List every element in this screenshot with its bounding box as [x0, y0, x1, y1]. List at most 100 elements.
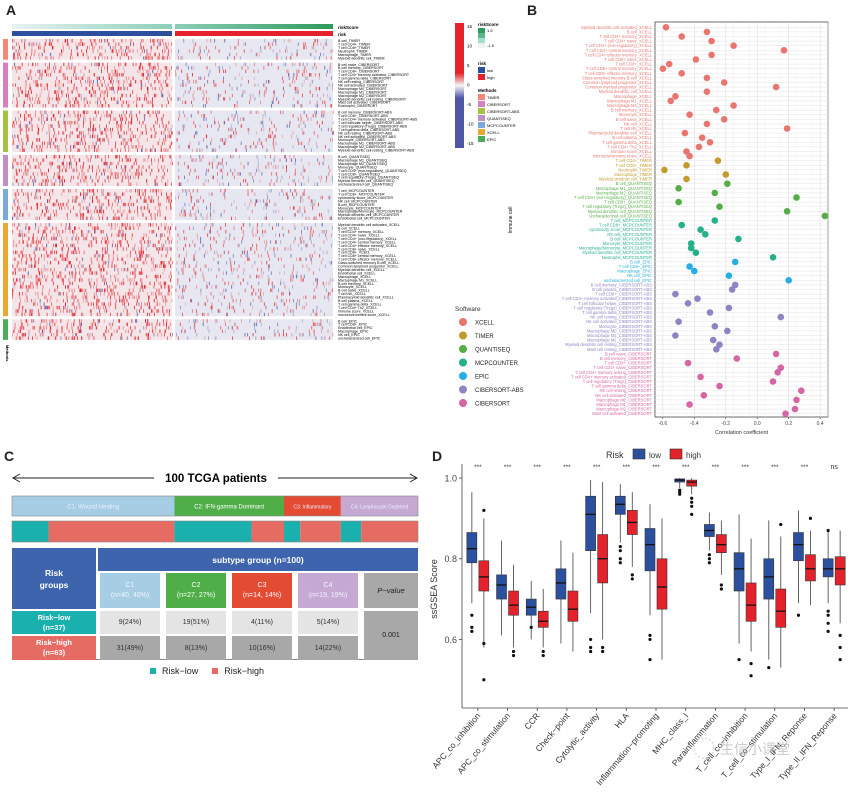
heatmap-cell [77, 134, 79, 139]
heatmap-cell [219, 309, 221, 313]
heatmap-cell [160, 261, 162, 265]
heatmap-cell [111, 148, 113, 152]
heatmap-cell [193, 257, 195, 261]
y-tick-label: Macrophage_XCELL [614, 94, 653, 99]
heatmap-cell [36, 285, 38, 289]
heatmap-cell [53, 202, 54, 207]
heatmap-cell [82, 213, 84, 217]
heatmap-cell [18, 223, 20, 227]
heatmap-cell [255, 292, 257, 296]
heatmap-cell [241, 319, 242, 323]
heatmap-cell [210, 202, 211, 207]
heatmap-cell [19, 278, 21, 282]
heatmap-cell [237, 42, 239, 46]
heatmap-cell [283, 93, 284, 98]
heatmap-cell [159, 233, 161, 237]
heatmap-cell [142, 271, 144, 275]
heatmap-cell [122, 192, 123, 196]
heatmap-row-label: Plasmacytoid dendritic cell_XCELL [338, 296, 394, 300]
heatmap-cell [95, 206, 97, 210]
heatmap-cell [77, 52, 79, 57]
heatmap-cell [111, 86, 113, 91]
heatmap-cell [223, 240, 225, 244]
heatmap-cell [39, 189, 41, 193]
heatmap-cell [35, 195, 37, 200]
heatmap-cell [253, 62, 255, 67]
heatmap-cell [99, 127, 101, 132]
heatmap-cell [75, 199, 77, 203]
heatmap-cell [96, 62, 98, 67]
heatmap-cell [41, 236, 42, 241]
heatmap-cell [67, 76, 68, 80]
heatmap-cell [257, 274, 259, 279]
heatmap-cell [130, 195, 131, 200]
heatmap-cell [190, 298, 191, 303]
heatmap-cell [45, 233, 47, 237]
heatmap-cell [282, 233, 284, 237]
heatmap-cell [292, 312, 294, 317]
heatmap-cell [20, 86, 22, 91]
heatmap-cell [301, 319, 303, 323]
heatmap-cell [293, 223, 295, 227]
heatmap-cell [130, 120, 132, 125]
heatmap-cell [319, 322, 321, 327]
heatmap-cell [268, 62, 270, 67]
heatmap-cell [234, 114, 236, 118]
heatmap-cell [229, 66, 231, 70]
heatmap-cell [46, 154, 48, 159]
heatmap-cell [161, 243, 163, 248]
heatmap-cell [323, 240, 325, 244]
heatmap-cell [178, 145, 180, 149]
heatmap-cell [68, 62, 70, 67]
heatmap-cell [51, 250, 53, 255]
heatmap-cell [90, 257, 92, 261]
heatmap-cell [82, 295, 84, 299]
heatmap-cell [13, 158, 15, 162]
heatmap-cell [140, 247, 142, 251]
heatmap-cell [229, 45, 231, 50]
heatmap-cell [230, 134, 232, 139]
heatmap-cell [206, 216, 208, 221]
heatmap-cell [206, 52, 208, 57]
heatmap-cell [138, 271, 140, 275]
heatmap-cell [31, 127, 33, 132]
heatmap-cell [148, 165, 150, 169]
heatmap-cell [150, 49, 152, 53]
heatmap-cell [46, 209, 47, 214]
heatmap-cell [140, 52, 142, 57]
heatmap-cell [86, 206, 88, 210]
heatmap-cell [52, 322, 53, 327]
heatmap-cell [78, 182, 79, 186]
heatmap-cell [80, 329, 82, 333]
heatmap-cell [281, 189, 283, 193]
heatmap-cell [263, 199, 265, 203]
heatmap-cell [138, 250, 140, 255]
heatmap-cell [107, 192, 109, 196]
heatmap-cell [104, 66, 106, 70]
heatmap-cell [303, 69, 305, 74]
heatmap-cell [42, 329, 43, 333]
heatmap-cell [211, 161, 213, 166]
heatmap-cell [170, 97, 172, 101]
heatmap-cell [21, 148, 23, 152]
heatmap-cell [81, 229, 82, 234]
heatmap-cell [159, 302, 161, 306]
heatmap-cell [268, 312, 269, 317]
heatmap-cell [58, 172, 60, 176]
heatmap-cell [152, 309, 154, 313]
heatmap-cell [82, 42, 83, 46]
heatmap-cell [191, 195, 193, 200]
panel-label-d: D [432, 448, 443, 464]
heatmap-cell [204, 114, 205, 118]
heatmap-row-label: uncharacterized cell_QUANTISEQ [338, 183, 393, 187]
heatmap-cell [309, 100, 311, 105]
heatmap-cell [45, 39, 47, 43]
heatmap-cell [83, 264, 84, 268]
heatmap-cell [81, 175, 83, 180]
y-tick-label: T cell CD4+ central memory_XCELL [586, 48, 653, 53]
heatmap-cell [144, 189, 146, 193]
heatmap-cell [251, 292, 253, 296]
heatmap-cell [269, 45, 271, 50]
heatmap-cell [27, 182, 28, 186]
